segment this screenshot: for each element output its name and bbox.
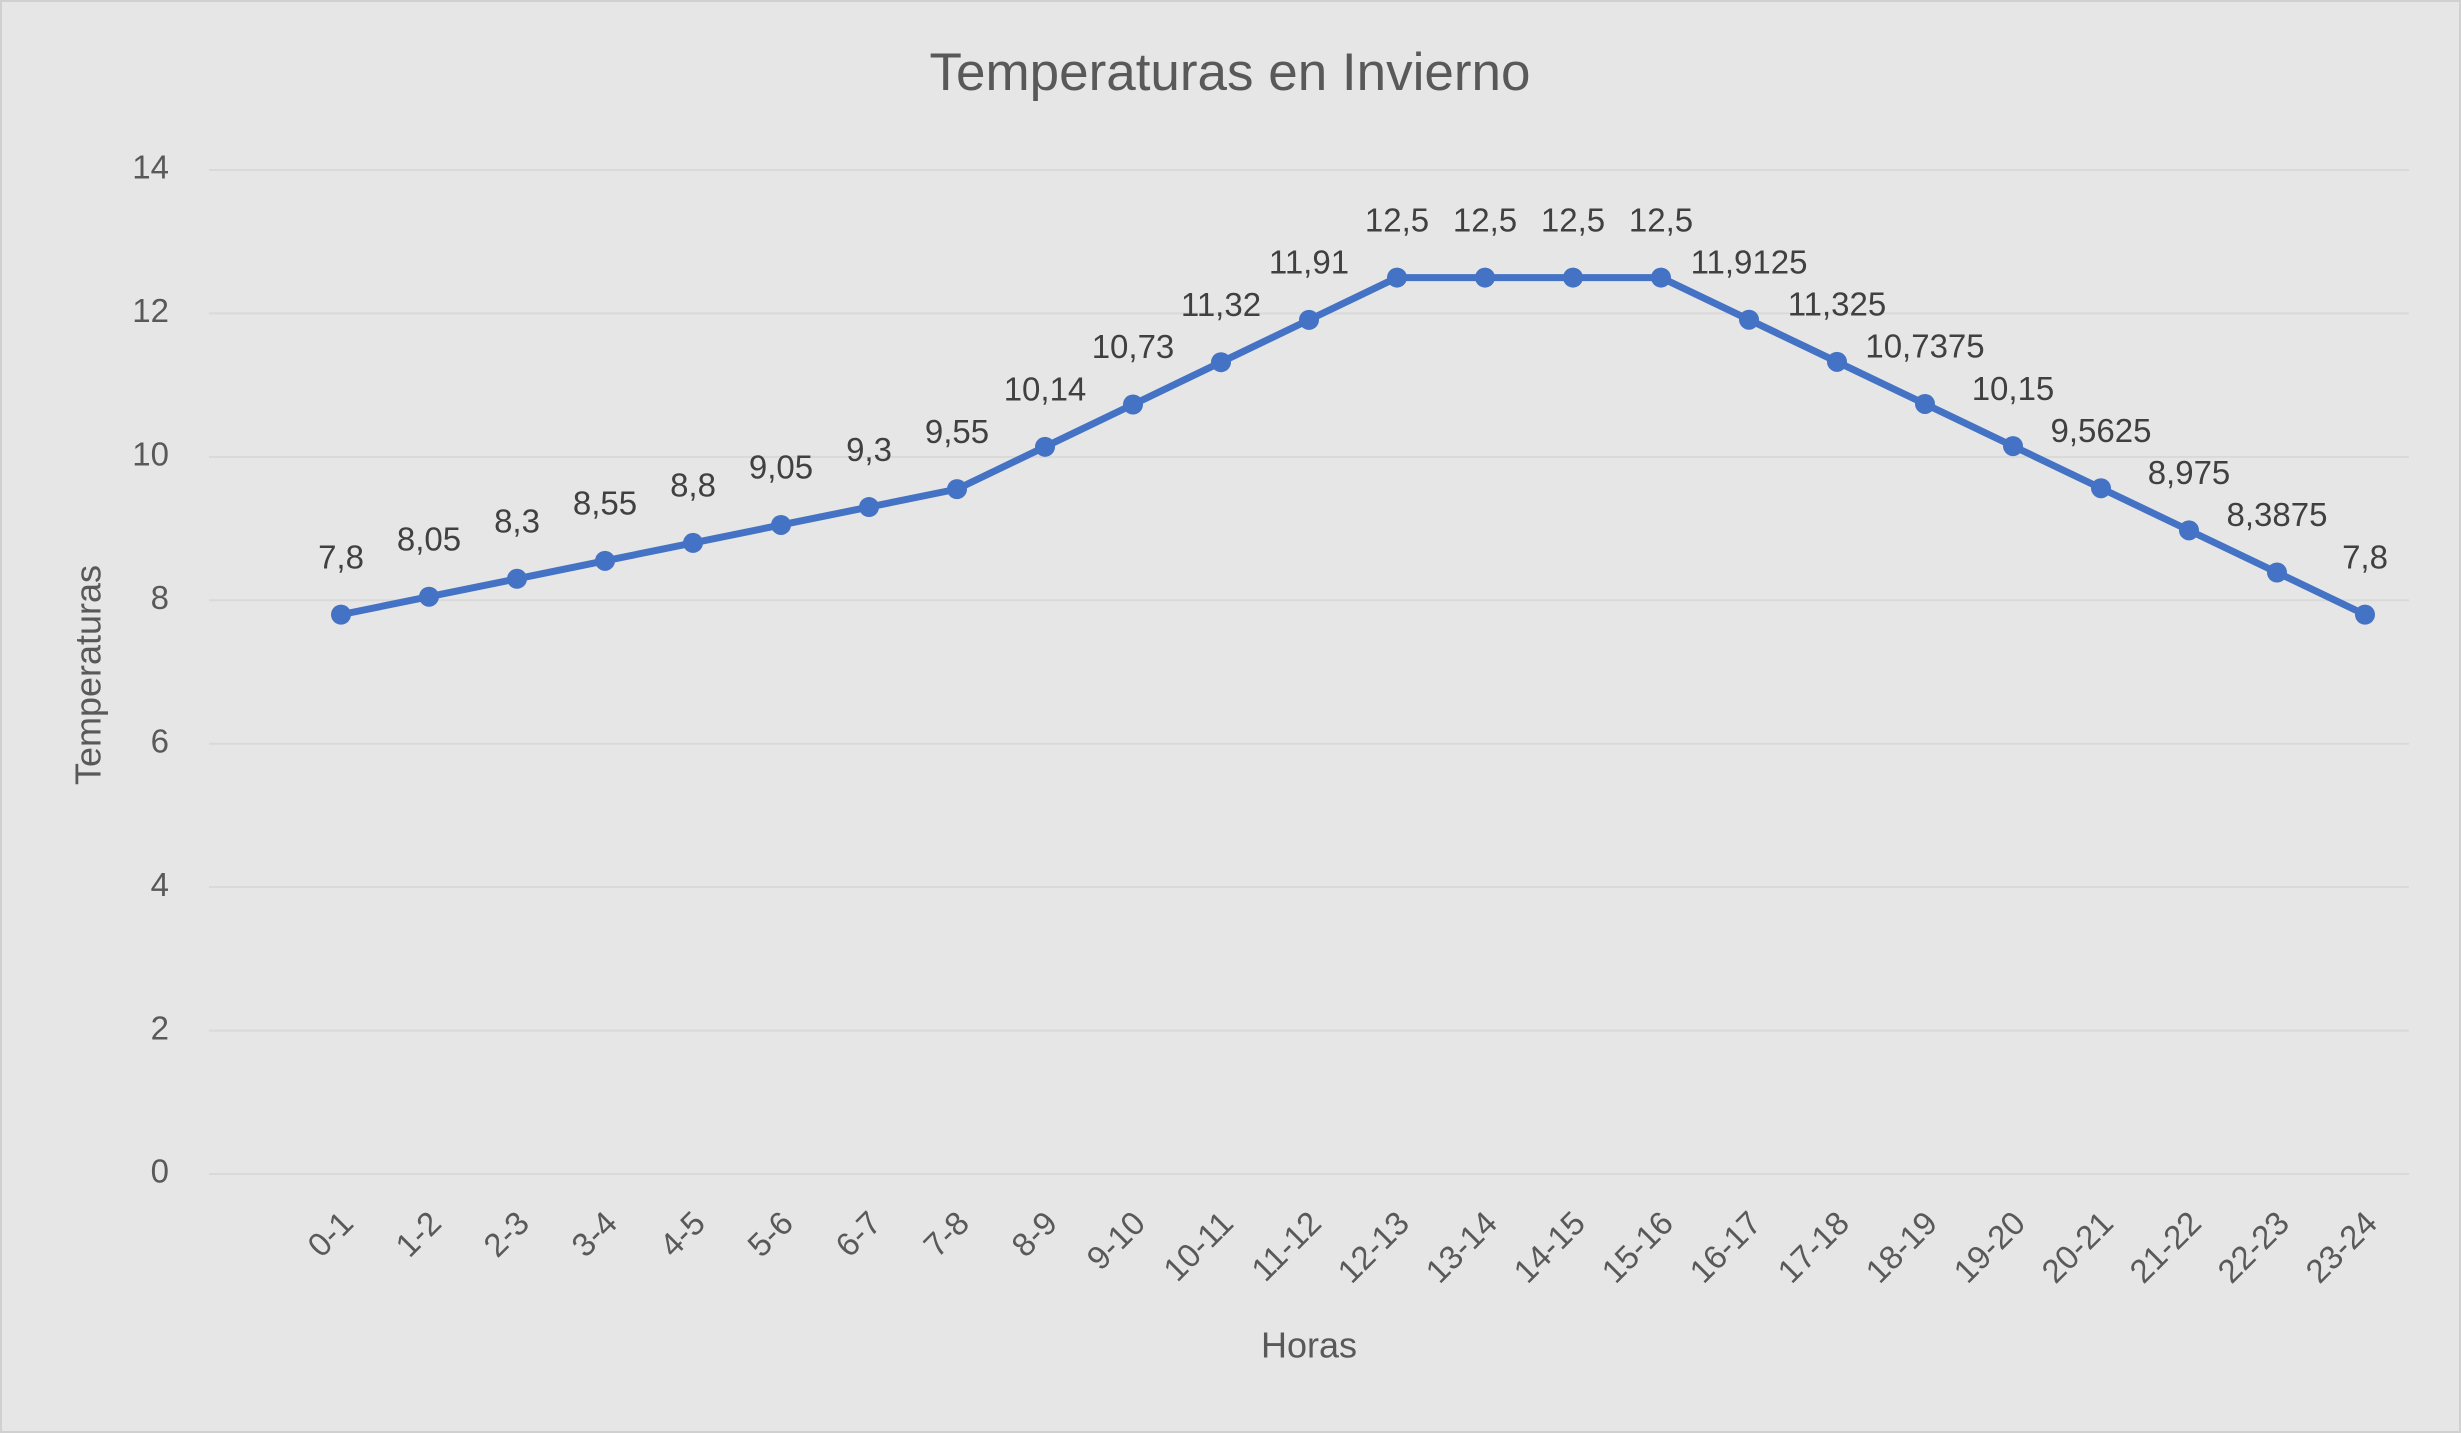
marker	[1651, 267, 1671, 288]
marker	[947, 479, 967, 500]
marker	[683, 532, 703, 553]
data-label: 11,91	[1269, 244, 1349, 281]
y-tick-label: 8	[151, 579, 169, 616]
data-label: 12,5	[1365, 201, 1429, 238]
x-axis-title: Horas	[1261, 1325, 1357, 1366]
marker	[1211, 352, 1231, 373]
data-label: 8,975	[2148, 454, 2231, 491]
marker	[2091, 478, 2111, 499]
data-label: 10,15	[1972, 370, 2055, 407]
y-tick-label: 10	[132, 436, 169, 473]
data-label: 12,5	[1453, 201, 1517, 238]
data-label: 8,8	[670, 467, 716, 504]
data-label: 8,55	[573, 485, 637, 522]
data-label: 8,3	[494, 502, 540, 539]
marker	[1123, 394, 1143, 415]
data-label: 7,8	[2342, 538, 2388, 575]
data-label: 9,55	[925, 413, 989, 450]
data-label: 11,325	[1788, 286, 1886, 323]
data-label: 8,05	[397, 520, 461, 557]
marker	[2179, 520, 2199, 541]
data-label: 9,3	[846, 431, 892, 468]
data-label: 11,9125	[1691, 243, 1808, 280]
line	[340, 274, 2367, 619]
y-tick-label: 0	[151, 1153, 169, 1190]
marker	[1387, 267, 1407, 288]
y-tick-label: 12	[132, 292, 169, 329]
y-tick-label: 2	[151, 1009, 169, 1046]
marker	[1827, 351, 1847, 372]
data-label: 7,8	[318, 538, 364, 575]
marker	[1035, 436, 1055, 457]
data-label: 9,05	[749, 449, 813, 486]
y-tick-label: 14	[132, 149, 169, 186]
data-label: 12,5	[1629, 201, 1693, 238]
marker	[595, 550, 615, 571]
marker	[771, 514, 791, 535]
y-tick-label: 6	[151, 722, 169, 759]
marker	[1739, 309, 1759, 330]
marker	[1563, 267, 1583, 288]
chart-title: Temperaturas en Invierno	[930, 43, 1531, 102]
marker	[2267, 562, 2287, 583]
y-axis-title: Temperaturas	[68, 565, 109, 785]
marker	[419, 586, 439, 607]
marker	[331, 604, 351, 625]
marker	[859, 497, 879, 518]
marker	[1915, 393, 1935, 414]
data-label: 12,5	[1541, 201, 1605, 238]
data-label: 10,73	[1092, 328, 1175, 365]
data-label: 10,14	[1004, 371, 1087, 408]
marker	[2003, 436, 2023, 457]
data-label: 8,3875	[2227, 496, 2328, 533]
data-label: 9,5625	[2051, 412, 2152, 449]
marker	[1475, 267, 1495, 288]
marker	[1299, 309, 1319, 330]
data-label: 10,7375	[1865, 328, 1984, 365]
data-label: 11,32	[1181, 286, 1261, 323]
y-tick-label: 4	[151, 866, 169, 903]
marker	[507, 568, 527, 589]
marker	[2355, 604, 2375, 625]
